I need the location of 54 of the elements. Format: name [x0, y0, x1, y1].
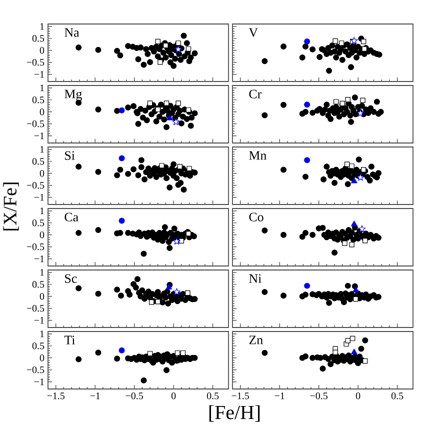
y-tick-label: 1 [40, 146, 44, 153]
chart-title: V [248, 28, 258, 37]
y-tick-label: 0 [40, 354, 44, 362]
y-tick-label: 1 [40, 269, 44, 276]
y-tick-label: 1 [40, 330, 44, 338]
y-tick-label: −1 [34, 256, 44, 262]
y-tick-label: −1 [34, 317, 44, 324]
y-tick-label: −1 [34, 194, 44, 201]
chart-title: Zn [249, 336, 263, 344]
y-tick-label: 1 [40, 23, 44, 30]
chart-title: Ti [64, 336, 76, 344]
y-tick-label: 0.5 [32, 280, 44, 288]
y-tick-label: −0.5 [26, 243, 44, 250]
x-tick-label: −0.5 [310, 392, 328, 400]
y-tick-label: 0.5 [32, 219, 44, 226]
y-tick-label: −0.5 [26, 120, 44, 128]
y-tick-label: 1 [40, 208, 44, 214]
y-tick-label: −1 [34, 378, 44, 386]
chart-title: Si [65, 151, 75, 160]
y-tick-label: −0.5 [26, 182, 44, 189]
x-tick-label: −1 [90, 392, 100, 400]
x-tick-label: 0.5 [206, 392, 219, 400]
y-tick-label: 0.5 [32, 158, 44, 165]
y-tick-label: −0.5 [26, 304, 44, 312]
x-axis-title: [Fe/H] [209, 405, 260, 422]
y-tick-label: 0 [40, 170, 44, 177]
y-tick-label: 0 [40, 108, 44, 116]
x-tick-label: 0.5 [391, 392, 404, 400]
y-tick-label: −0.5 [26, 58, 44, 66]
chart-title: Mg [64, 90, 82, 101]
y-tick-label: −0.5 [26, 366, 44, 374]
y-tick-label: 0 [40, 46, 44, 54]
chart-title: Na [64, 28, 80, 37]
y-tick-label: 1 [40, 84, 44, 92]
y-tick-label: 0 [40, 292, 44, 300]
y-tick-label: −1 [34, 132, 44, 140]
x-tick-label: −1.5 [232, 392, 249, 400]
y-tick-label: 0 [40, 231, 44, 238]
chart-title: Cr [249, 90, 262, 98]
x-tick-label: −1 [274, 392, 284, 400]
y-tick-label: −1 [34, 71, 44, 78]
x-tick-label: −1.5 [47, 392, 64, 400]
x-tick-label: 0 [171, 392, 176, 400]
y-axis-title: [X/Fe] [3, 182, 19, 230]
x-tick-label: −0.5 [126, 392, 143, 400]
x-tick-label: 0 [356, 392, 360, 400]
chart-title: Ni [249, 274, 262, 283]
chart-title: Co [249, 212, 264, 222]
chart-title: Mn [249, 151, 266, 160]
y-tick-label: 0.5 [32, 34, 44, 42]
chart-title: Sc [65, 274, 77, 283]
y-tick-label: 0.5 [32, 96, 44, 104]
y-tick-label: 0.5 [32, 342, 44, 350]
chart-title: Ca [64, 212, 78, 222]
